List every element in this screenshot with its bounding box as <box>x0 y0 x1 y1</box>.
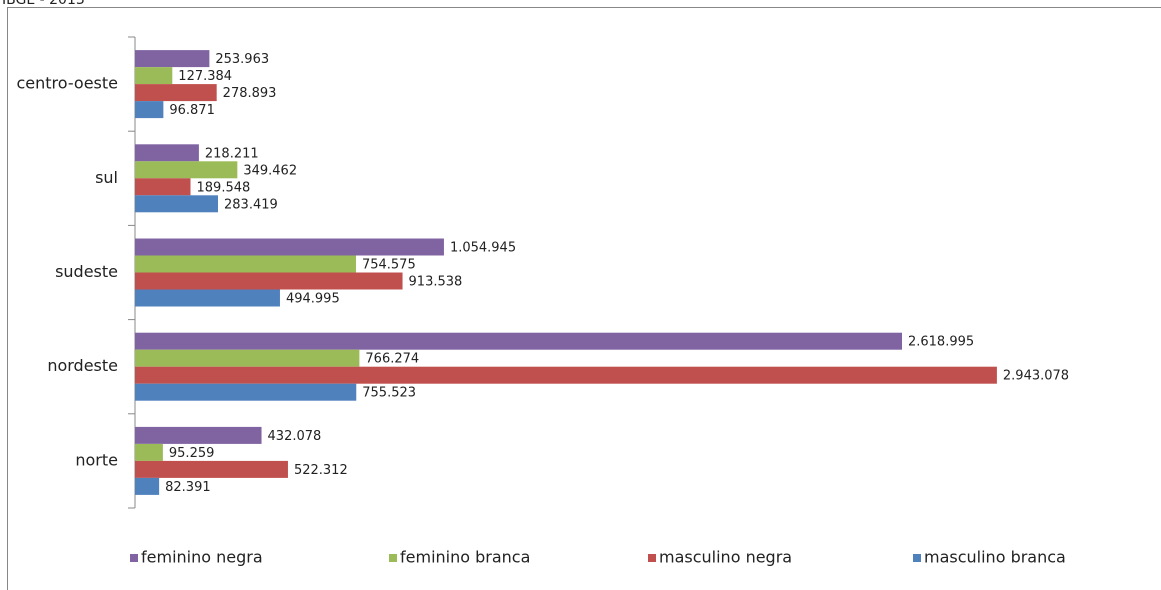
chart-title: IBGE - 2013 <box>2 0 85 8</box>
value-label: 96.871 <box>169 103 215 118</box>
value-label: 278.893 <box>223 86 277 101</box>
bar <box>135 289 280 307</box>
legend-swatch <box>130 554 138 562</box>
value-label: 494.995 <box>286 292 340 307</box>
bar <box>135 178 191 196</box>
legend-swatch <box>389 554 397 562</box>
legend-label: feminino branca <box>400 548 530 567</box>
value-label: 432.078 <box>268 429 322 444</box>
legend-label: masculino branca <box>924 548 1066 567</box>
value-label: 82.391 <box>165 480 211 495</box>
bar <box>135 272 403 290</box>
bar <box>135 84 217 102</box>
value-label: 913.538 <box>409 275 463 290</box>
y-tick-label: norte <box>75 450 118 469</box>
value-label: 2.618.995 <box>908 335 974 350</box>
legend-swatch <box>913 554 921 562</box>
value-label: 283.419 <box>224 197 278 212</box>
bar <box>135 366 997 384</box>
bar <box>135 349 360 367</box>
bar <box>135 238 444 256</box>
bar <box>135 383 357 401</box>
bar <box>135 101 164 119</box>
bar <box>135 332 902 350</box>
value-label: 218.211 <box>205 146 259 161</box>
bar <box>135 477 160 495</box>
y-tick-label: sudeste <box>55 262 118 281</box>
bar <box>135 460 288 478</box>
value-label: 766.274 <box>365 352 419 367</box>
value-label: 522.312 <box>294 463 348 478</box>
bar <box>135 50 210 68</box>
chart-frame <box>7 7 1161 590</box>
value-label: 2.943.078 <box>1003 369 1069 384</box>
bar <box>135 255 356 273</box>
y-tick-label: sul <box>95 168 118 187</box>
value-label: 754.575 <box>362 258 416 273</box>
value-label: 349.462 <box>243 163 297 178</box>
legend-swatch <box>648 554 656 562</box>
bar <box>135 443 163 461</box>
legend-label: feminino negra <box>141 548 263 567</box>
bar <box>135 195 219 213</box>
value-label: 189.548 <box>197 180 251 195</box>
legend-label: masculino negra <box>659 548 792 567</box>
bar <box>135 161 238 179</box>
value-label: 253.963 <box>215 52 269 67</box>
value-label: 755.523 <box>362 386 416 401</box>
value-label: 1.054.945 <box>450 241 516 256</box>
y-tick-label: centro-oeste <box>16 74 118 93</box>
value-label: 127.384 <box>178 69 232 84</box>
y-tick-label: nordeste <box>47 356 118 375</box>
bar <box>135 67 173 85</box>
bar <box>135 144 199 162</box>
bar <box>135 426 262 444</box>
value-label: 95.259 <box>169 446 215 461</box>
